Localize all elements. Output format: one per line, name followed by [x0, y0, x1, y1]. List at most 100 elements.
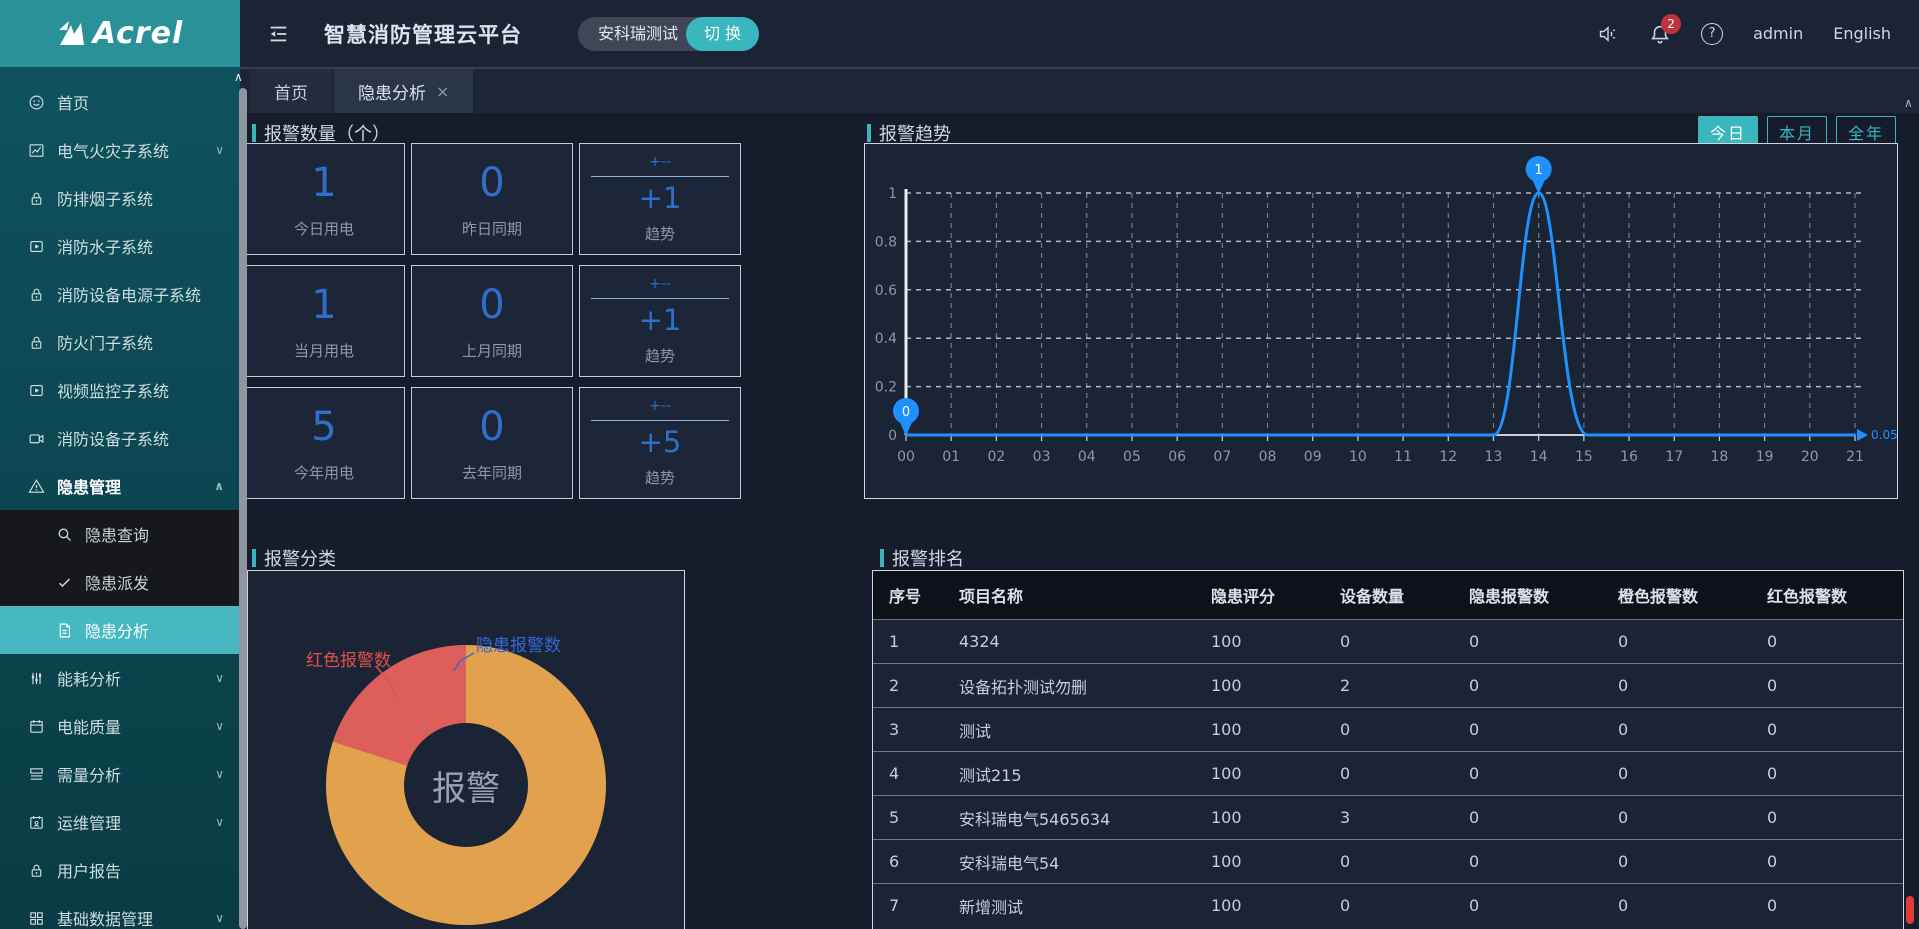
svg-text:03: 03	[1033, 449, 1051, 465]
stat-card-year: 5今年用电	[243, 387, 405, 499]
table-cell: 0	[1453, 708, 1602, 752]
sidebar-item-hazard-management[interactable]: 隐患管理∧	[0, 462, 240, 510]
lock-icon	[28, 334, 45, 351]
svg-text:13: 13	[1485, 449, 1503, 465]
legend-red-alarms: 红色报警数	[306, 646, 391, 671]
video-icon	[28, 238, 45, 255]
sidebar-item-fire-water[interactable]: 消防水子系统	[0, 222, 240, 270]
sidebar-item-home[interactable]: 首页	[0, 78, 240, 126]
calendar-icon	[28, 718, 45, 735]
table-cell: 0	[1324, 752, 1453, 796]
svg-text:00: 00	[897, 449, 915, 465]
chevron-down-icon: ∨	[215, 719, 224, 733]
table-row: 5安科瑞电气54656341003000	[873, 796, 1903, 840]
table-cell: 0	[1751, 708, 1903, 752]
table-cell: 0	[1602, 664, 1751, 708]
stat-card-last-year: 0去年同期	[411, 387, 573, 499]
bell-icon[interactable]: 2	[1649, 23, 1671, 45]
sidebar-item-smoke-control[interactable]: 防排烟子系统	[0, 174, 240, 222]
table-cell: 0	[1453, 620, 1602, 664]
language-switch[interactable]: English	[1833, 24, 1891, 43]
table-row: 4测试2151000000	[873, 752, 1903, 796]
sidebar-item-electrical-fire[interactable]: 电气火灾子系统∨	[0, 126, 240, 174]
table-cell: 0	[1602, 708, 1751, 752]
table-cell: 0	[1453, 840, 1602, 884]
table-cell: 0	[1751, 796, 1903, 840]
help-icon[interactable]: ?	[1701, 23, 1723, 45]
table-cell: 5	[873, 796, 943, 840]
table-cell: 设备拓扑测试勿删	[943, 664, 1195, 708]
sidebar-scroll-up-icon[interactable]: ∧	[234, 70, 243, 84]
table-cell: 0	[1602, 884, 1751, 928]
tab-home[interactable]: 首页	[250, 69, 332, 113]
stat-card-yesterday: 0昨日同期	[411, 143, 573, 255]
svg-text:0: 0	[888, 428, 897, 444]
chevron-down-icon: ∨	[215, 911, 224, 925]
document-icon	[56, 622, 73, 639]
lock-icon	[28, 286, 45, 303]
page-scroll-up-icon[interactable]: ∧	[1904, 96, 1913, 110]
table-cell: 100	[1195, 884, 1324, 928]
tab-hazard-analysis[interactable]: 隐患分析×	[334, 69, 473, 113]
svg-text:19: 19	[1756, 449, 1774, 465]
stat-card-day-trend: +--+1趋势	[579, 143, 741, 255]
table-cell: 4324	[943, 620, 1195, 664]
table-header: 序号 项目名称 隐患评分 设备数量 隐患报警数 橙色报警数 红色报警数	[873, 571, 1903, 620]
header-actions: 2 ? admin English	[1597, 23, 1891, 45]
svg-text:20: 20	[1801, 449, 1819, 465]
page-scrollbar-thumb[interactable]	[1906, 896, 1914, 924]
table-cell: 0	[1751, 884, 1903, 928]
sidebar-item-energy-analysis[interactable]: 能耗分析∨	[0, 654, 240, 702]
sidebar-item-equipment-power[interactable]: 消防设备电源子系统	[0, 270, 240, 318]
sidebar-item-hazard-dispatch[interactable]: 隐患派发	[0, 558, 240, 606]
stat-card-month-trend: +--+1趋势	[579, 265, 741, 377]
sidebar-item-user-report[interactable]: 用户报告	[0, 846, 240, 894]
svg-text:01: 01	[942, 449, 960, 465]
table-cell: 0	[1602, 840, 1751, 884]
chevron-down-icon: ∨	[215, 143, 224, 157]
table-cell: 100	[1195, 752, 1324, 796]
table-cell: 0	[1602, 620, 1751, 664]
home-icon	[28, 94, 45, 111]
stat-card-today: 1今日用电	[243, 143, 405, 255]
svg-text:05: 05	[1123, 449, 1141, 465]
col-red-alarms: 红色报警数	[1751, 571, 1903, 620]
close-icon[interactable]: ×	[436, 82, 449, 101]
sliders-icon	[28, 670, 45, 687]
sidebar-item-fire-door[interactable]: 防火门子系统	[0, 318, 240, 366]
sidebar-item-power-quality[interactable]: 电能质量∨	[0, 702, 240, 750]
check-icon	[56, 574, 73, 591]
sidebar-item-fire-equipment[interactable]: 消防设备子系统	[0, 414, 240, 462]
speaker-icon[interactable]	[1597, 24, 1619, 44]
table-cell: 0	[1751, 752, 1903, 796]
svg-text:17: 17	[1665, 449, 1683, 465]
sidebar-item-hazard-query[interactable]: 隐患查询	[0, 510, 240, 558]
svg-text:06: 06	[1168, 449, 1186, 465]
col-hazard-score: 隐患评分	[1195, 571, 1324, 620]
chevron-down-icon: ∨	[215, 671, 224, 685]
alarm-count-cards: 1今日用电 0昨日同期 +--+1趋势 1当月用电 0上月同期 +--+1趋势 …	[243, 143, 741, 499]
sidebar-item-ops-management[interactable]: 运维管理∨	[0, 798, 240, 846]
stat-card-year-trend: +--+5趋势	[579, 387, 741, 499]
sidebar-item-hazard-analysis[interactable]: 隐患分析	[0, 606, 240, 654]
table-cell: 3	[1324, 796, 1453, 840]
tenant-switch-button[interactable]: 切 换	[686, 17, 759, 51]
table-cell: 7	[873, 884, 943, 928]
sidebar-collapse-button[interactable]	[266, 23, 290, 45]
table-row: 143241000000	[873, 620, 1903, 664]
sidebar-item-video-monitor[interactable]: 视频监控子系统	[0, 366, 240, 414]
acrel-logo-icon	[57, 21, 87, 47]
sidebar-item-base-data[interactable]: 基础数据管理∨	[0, 894, 240, 929]
svg-text:0.2: 0.2	[875, 380, 897, 396]
table-cell: 0	[1453, 752, 1602, 796]
table-cell: 0	[1751, 840, 1903, 884]
alarm-rank-table: 序号 项目名称 隐患评分 设备数量 隐患报警数 橙色报警数 红色报警数 1432…	[873, 571, 1903, 927]
stat-card-last-month: 0上月同期	[411, 265, 573, 377]
main-area: 首页 隐患分析× 报警数量（个） 1今日用电 0昨日同期 +--+1趋势 1当月…	[240, 67, 1919, 929]
rows-icon	[28, 766, 45, 783]
sidebar-item-demand-analysis[interactable]: 需量分析∨	[0, 750, 240, 798]
sidebar-scrollbar-thumb[interactable]	[239, 88, 247, 929]
divider	[591, 420, 729, 421]
schedule-icon	[28, 814, 45, 831]
user-menu[interactable]: admin	[1753, 24, 1803, 43]
